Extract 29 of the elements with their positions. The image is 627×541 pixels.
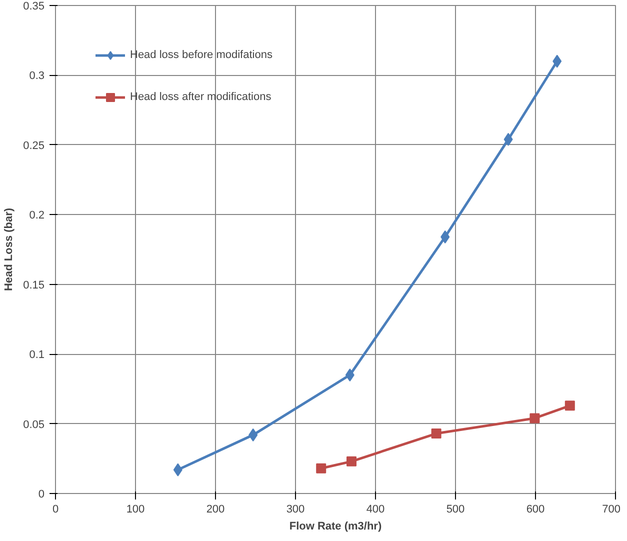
y-tick-label: 0.2: [29, 210, 45, 222]
y-tick-label: 0.3: [29, 70, 45, 82]
y-axis-title: Head Loss (bar): [3, 208, 16, 292]
x-tick-label: 700: [602, 504, 621, 516]
x-tick-label: 600: [526, 504, 545, 516]
point: [552, 54, 562, 68]
point: [440, 230, 450, 244]
y-tick-label: 0.1: [29, 349, 45, 362]
x-tick-label: 500: [446, 504, 465, 516]
point: [530, 413, 540, 424]
x-tick-label: 300: [286, 504, 305, 516]
y-tick-label: 0: [38, 488, 45, 500]
point: [564, 400, 575, 411]
x-tick-label: 0: [52, 504, 59, 516]
point: [431, 428, 442, 439]
point: [504, 132, 513, 146]
y-tick-label: 0.15: [23, 279, 45, 292]
point: [248, 428, 258, 442]
y-tick-label: 0.25: [23, 140, 45, 152]
point: [345, 368, 354, 382]
x-axis-title: Flow Rate (m3/hr): [289, 520, 382, 532]
point: [316, 463, 326, 474]
x-tick-label: 400: [366, 504, 385, 516]
y-tick-label: 0.05: [23, 418, 45, 431]
x-tick-label: 200: [206, 504, 225, 516]
point: [346, 456, 356, 466]
x-tick-label: 100: [126, 504, 145, 516]
y-tick-label: 0.35: [23, 0, 45, 12]
point: [173, 463, 182, 476]
